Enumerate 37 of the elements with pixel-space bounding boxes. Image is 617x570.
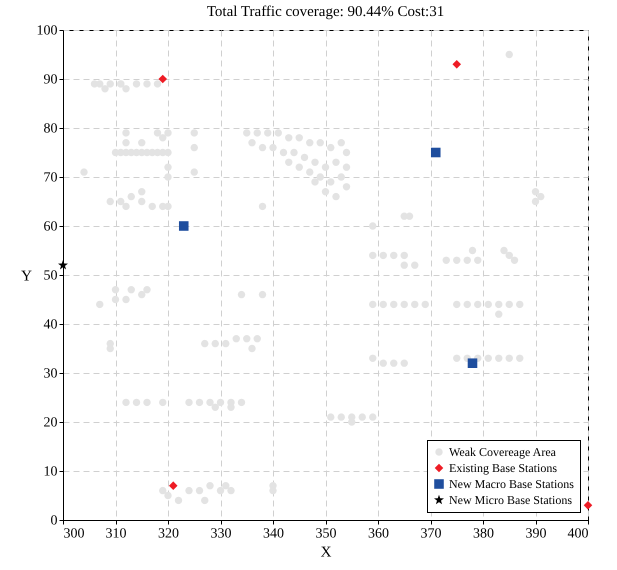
point [58, 260, 68, 270]
x-tick-label: 340 [263, 526, 284, 542]
y-tick-label: 70 [44, 170, 58, 186]
x-tick-label: 300 [64, 526, 84, 542]
y-tick-label: 90 [44, 72, 58, 88]
x-tick-label: 310 [106, 526, 126, 542]
point [158, 74, 168, 84]
point [178, 221, 189, 231]
y-tick-label: 60 [44, 220, 58, 234]
y-tick-label: 30 [44, 366, 58, 382]
point [168, 481, 178, 490]
x-tick-label: 400 [568, 526, 588, 542]
x-tick-label: 330 [210, 526, 232, 542]
x-tick-label: 370 [420, 526, 442, 542]
legend-label: Existing Base Stations [449, 461, 558, 475]
x-tick-label: 390 [526, 526, 546, 542]
y-tick-label: 20 [44, 416, 58, 430]
y-tick-label: 40 [44, 318, 58, 332]
y-tick-label: 50 [44, 268, 58, 284]
x-axis-title: X [320, 544, 332, 560]
legend-label: Weak Covereage Area [449, 445, 557, 459]
y-tick-label: 100 [36, 24, 58, 38]
x-tick-label: 360 [368, 526, 389, 542]
point [584, 501, 592, 510]
y-tick-label: 10 [44, 464, 58, 480]
y-tick-label: 0 [50, 514, 58, 528]
chart-title: Total Traffic coverage: 90.44% Cost:31 [206, 4, 444, 20]
x-tick-label: 350 [316, 526, 336, 542]
legend-label: New Micro Base Stations [449, 493, 572, 507]
y-axis-title: Y [21, 268, 32, 284]
x-tick-label: 320 [158, 526, 179, 542]
legend-label: New Macro Base Stations [449, 477, 574, 491]
point [468, 358, 478, 368]
x-tick-label: 380 [473, 526, 494, 542]
y-tick-label: 80 [44, 122, 58, 136]
point [452, 60, 462, 69]
point [430, 148, 441, 158]
